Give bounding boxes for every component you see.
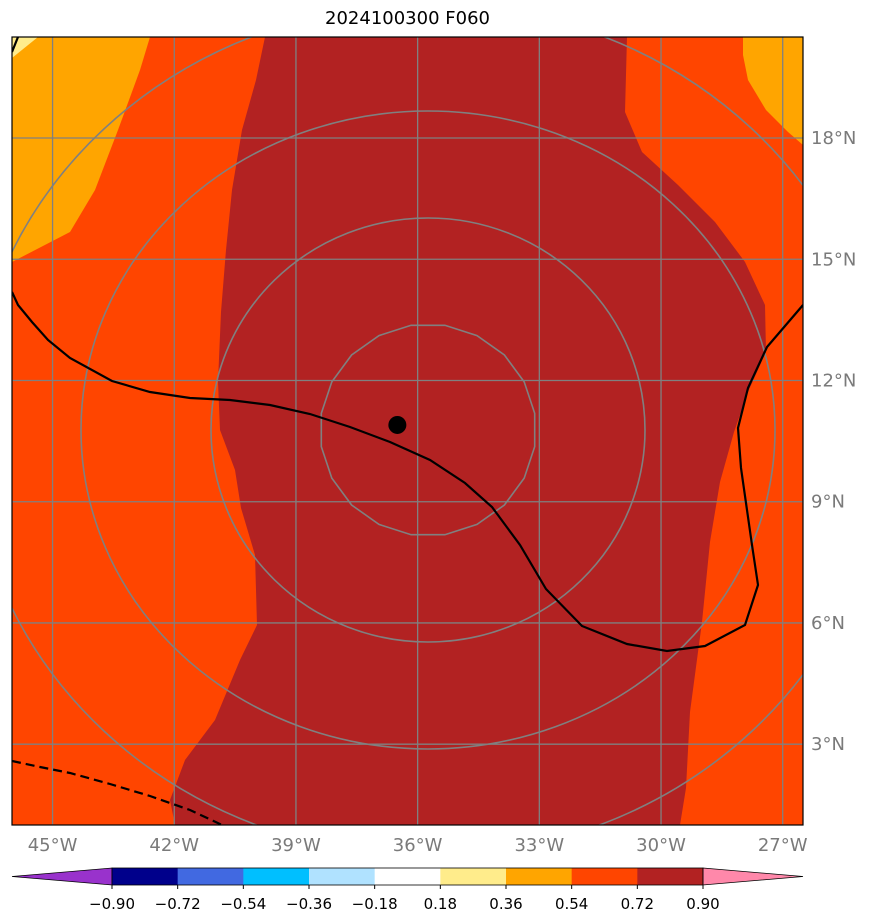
colorbar-tick-label: 0.18 <box>424 895 457 913</box>
colorbar-segment <box>374 868 441 885</box>
colorbar-segment <box>571 868 638 885</box>
field-orange-east <box>743 37 803 145</box>
latitude-tick-label: 15°N <box>811 249 856 270</box>
colorbar-labels: −0.90 −0.72 −0.54 −0.36 −0.18 0.18 0.36 0.54 0.7… <box>89 885 720 913</box>
colorbar <box>11 867 804 886</box>
map-frame <box>11 36 804 826</box>
longitude-tick-label: 39°W <box>271 835 321 856</box>
colorbar-tick-label: −0.90 <box>89 895 135 913</box>
colorbar-segment <box>112 868 179 885</box>
colorbar-tick-label: −0.54 <box>220 895 266 913</box>
latitude-tick-label: 12°N <box>811 370 856 391</box>
colorbar-outline <box>111 867 704 886</box>
colorbar-tick-label: −0.18 <box>352 895 398 913</box>
field-yellow-northwest <box>12 37 38 58</box>
colorbar-segment <box>440 868 507 885</box>
colorbar-tick-label: 0.72 <box>621 895 654 913</box>
latitude-tick-label: 3°N <box>811 734 845 755</box>
field-darkred-core <box>170 37 766 825</box>
longitude-tick-label: 45°W <box>28 835 78 856</box>
longitude-tick-label: 36°W <box>393 835 443 856</box>
contour-line-northwest <box>12 37 20 53</box>
range-rings <box>12 37 803 825</box>
colorbar-extend-max <box>702 867 804 886</box>
range-ring <box>80 110 776 750</box>
latitude-tick-label: 18°N <box>811 128 856 149</box>
map-title: 2024100300 F060 <box>325 8 490 29</box>
contour-line-dashed <box>12 759 223 825</box>
colorbar-segment <box>177 868 244 885</box>
colorbar-tick-label: −0.36 <box>286 895 332 913</box>
colorbar-segment <box>309 868 376 885</box>
range-ring <box>320 324 536 536</box>
colorbar-segment <box>243 868 310 885</box>
longitude-tick-label: 30°W <box>636 835 686 856</box>
longitude-tick-label: 42°W <box>149 835 199 856</box>
colorbar-tick-label: 0.36 <box>489 895 522 913</box>
longitude-tick-label: 27°W <box>758 835 808 856</box>
colorbar-extend-min <box>11 867 113 886</box>
latitude-tick-label: 6°N <box>811 613 845 634</box>
contour-line-solid <box>12 291 803 653</box>
longitude-tick-label: 33°W <box>514 835 564 856</box>
colorbar-segment <box>637 868 704 885</box>
latitude-tick-label: 9°N <box>811 492 845 513</box>
storm-center-marker <box>388 415 407 434</box>
colorbar-segment <box>506 868 573 885</box>
map-area <box>12 37 803 825</box>
graticule <box>12 37 803 825</box>
field-orange-west <box>12 37 150 262</box>
colorbar-tick-label: 0.90 <box>686 895 719 913</box>
colorbar-tick-label: −0.72 <box>155 895 201 913</box>
latitude-labels: 18°N 15°N 12°N 9°N 6°N 3°N <box>811 128 856 755</box>
colorbar-tick-label: 0.54 <box>555 895 588 913</box>
longitude-labels: 45°W 42°W 39°W 36°W 33°W 30°W 27°W <box>28 835 808 856</box>
range-ring <box>210 217 646 643</box>
